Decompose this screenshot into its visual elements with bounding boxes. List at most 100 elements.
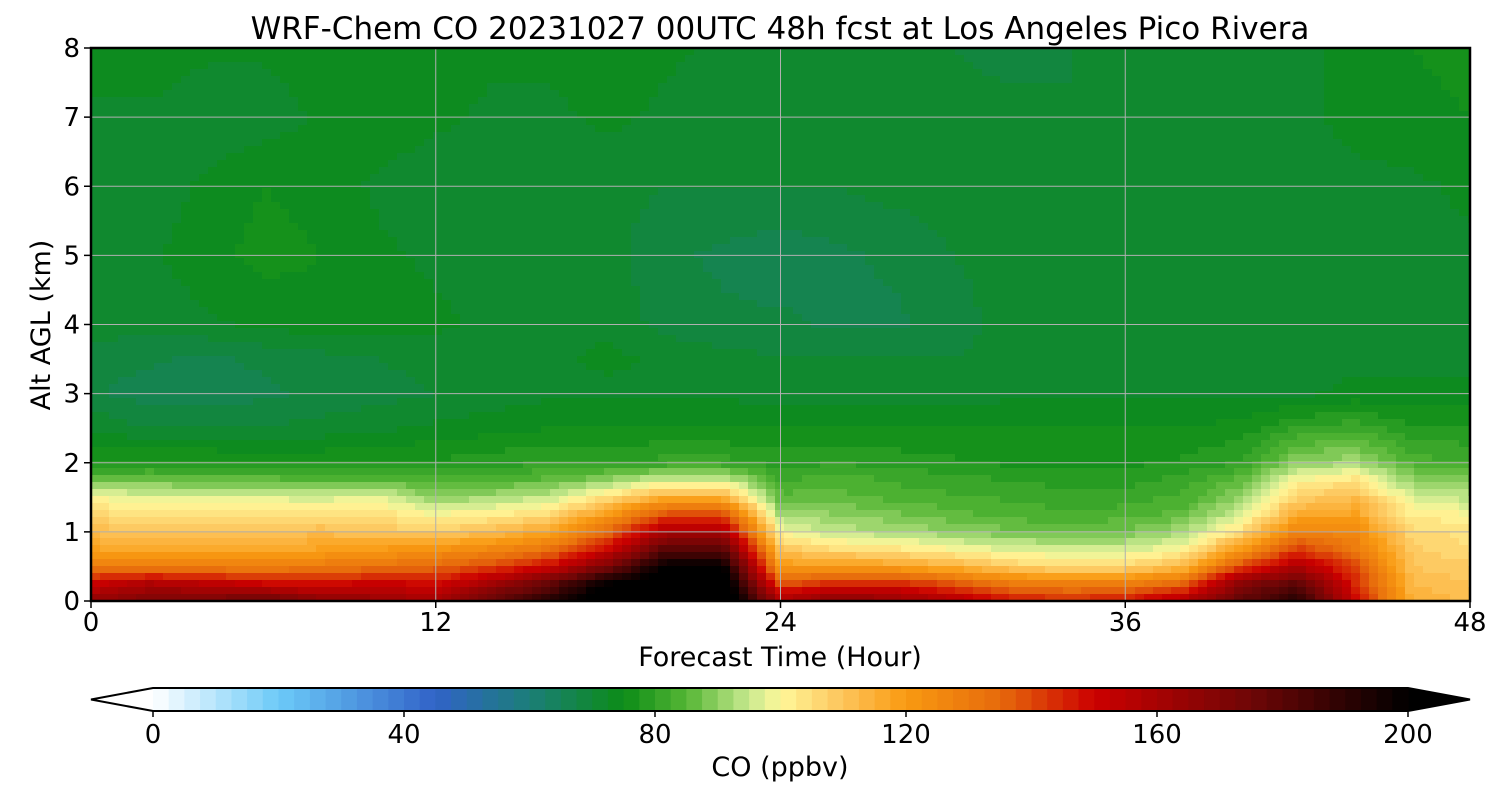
co-field-cell <box>1450 265 1460 273</box>
co-field-cell <box>1270 97 1280 105</box>
co-field-cell <box>244 90 254 98</box>
co-field-cell <box>577 223 587 231</box>
co-field-cell <box>442 209 452 217</box>
co-field-cell <box>829 76 839 84</box>
co-field-cell <box>505 223 515 231</box>
co-field-cell <box>1054 48 1064 56</box>
co-field-cell <box>424 90 434 98</box>
co-field-cell <box>847 230 857 238</box>
co-field-cell <box>496 223 506 231</box>
co-field-cell <box>577 55 587 63</box>
co-field-cell <box>1153 48 1163 56</box>
co-field-cell <box>838 265 848 273</box>
co-field-cell <box>1090 146 1100 154</box>
co-field-cell <box>316 76 326 84</box>
co-field-cell <box>541 83 551 91</box>
co-field-cell <box>910 97 920 105</box>
co-field-cell <box>1252 83 1262 91</box>
co-field-cell <box>406 244 416 252</box>
co-field-cell <box>1261 118 1271 126</box>
co-field-cell <box>154 146 164 154</box>
co-field-cell <box>226 48 236 56</box>
co-field-cell <box>262 216 272 224</box>
co-field-cell <box>532 167 542 175</box>
co-field-cell <box>244 202 254 210</box>
co-field-cell <box>631 272 641 280</box>
co-field-cell <box>604 209 614 217</box>
co-field-cell <box>946 97 956 105</box>
co-field-cell <box>883 125 893 133</box>
co-field-cell <box>271 146 281 154</box>
co-field-cell <box>1144 118 1154 126</box>
co-field-cell <box>1036 83 1046 91</box>
co-field-cell <box>649 174 659 182</box>
co-field-cell <box>739 62 749 70</box>
co-field-cell <box>127 125 137 133</box>
co-field-cell <box>1234 76 1244 84</box>
co-field-cell <box>964 104 974 112</box>
co-field-cell <box>730 181 740 189</box>
co-field-cell <box>1405 62 1415 70</box>
co-field-cell <box>1054 181 1064 189</box>
co-field-cell <box>541 146 551 154</box>
co-field-cell <box>568 174 578 182</box>
co-field-cell <box>100 48 110 56</box>
co-field-cell <box>1297 160 1307 168</box>
co-field-cell <box>595 174 605 182</box>
co-field-cell <box>1369 97 1379 105</box>
co-field-cell <box>1396 69 1406 77</box>
co-field-cell <box>1369 251 1379 259</box>
co-field-cell <box>100 62 110 70</box>
co-field-cell <box>820 209 830 217</box>
co-field-cell <box>478 153 488 161</box>
co-field-cell <box>235 118 245 126</box>
co-field-cell <box>721 251 731 259</box>
co-field-cell <box>1315 69 1325 77</box>
co-field-cell <box>676 76 686 84</box>
co-field-cell <box>1009 132 1019 140</box>
co-field-cell <box>253 181 263 189</box>
co-field-cell <box>1459 90 1469 98</box>
co-field-cell <box>577 62 587 70</box>
co-field-cell <box>784 160 794 168</box>
co-field-cell <box>1171 216 1181 224</box>
co-field-cell <box>298 83 308 91</box>
co-field-cell <box>469 230 479 238</box>
co-field-cell <box>928 174 938 182</box>
co-field-cell <box>649 118 659 126</box>
co-field-cell <box>1216 216 1226 224</box>
co-field-cell <box>343 265 353 273</box>
co-field-cell <box>1216 139 1226 147</box>
co-field-cell <box>613 237 623 245</box>
co-field-cell <box>1414 48 1424 56</box>
co-field-cell <box>685 76 695 84</box>
co-field-cell <box>775 125 785 133</box>
co-field-cell <box>1225 111 1235 119</box>
co-field-cell <box>100 223 110 231</box>
co-field-cell <box>793 146 803 154</box>
co-field-cell <box>604 251 614 259</box>
co-field-cell <box>973 90 983 98</box>
co-field-cell <box>1081 146 1091 154</box>
co-field-cell <box>1216 181 1226 189</box>
co-field-cell <box>307 167 317 175</box>
co-field-cell <box>793 111 803 119</box>
co-field-cell <box>649 202 659 210</box>
co-field-cell <box>838 90 848 98</box>
co-field-cell <box>1315 265 1325 273</box>
co-field-cell <box>622 272 632 280</box>
co-field-cell <box>118 167 128 175</box>
co-field-cell <box>829 195 839 203</box>
co-field-cell <box>424 160 434 168</box>
co-field-cell <box>901 111 911 119</box>
co-field-cell <box>181 111 191 119</box>
co-field-cell <box>460 216 470 224</box>
co-field-cell <box>1198 139 1208 147</box>
co-field-cell <box>1369 181 1379 189</box>
co-field-cell <box>235 202 245 210</box>
co-field-cell <box>784 48 794 56</box>
co-field-cell <box>235 97 245 105</box>
co-field-cell <box>190 132 200 140</box>
co-field-cell <box>883 188 893 196</box>
co-field-cell <box>433 76 443 84</box>
